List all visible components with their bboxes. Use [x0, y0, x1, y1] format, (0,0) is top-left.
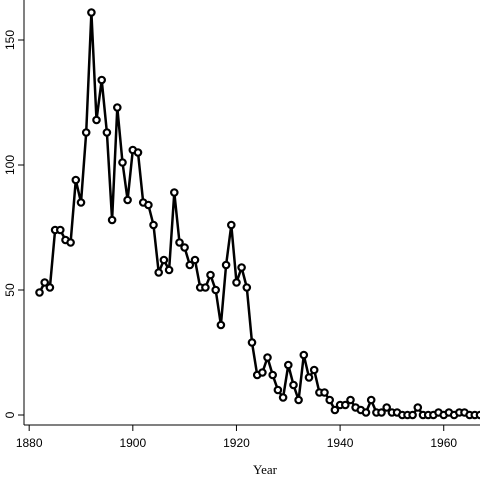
y-axis: 0 50 100 150 — [3, 30, 24, 418]
data-point — [154, 268, 164, 277]
data-point — [76, 198, 86, 207]
data-point — [304, 373, 314, 382]
data-point — [40, 278, 50, 287]
data-point — [159, 255, 169, 265]
data-point — [346, 395, 355, 405]
data-point — [133, 148, 143, 157]
data-point — [107, 215, 117, 225]
data-point — [309, 365, 319, 375]
x-tick-label: 1940 — [327, 436, 354, 450]
data-point — [102, 128, 112, 137]
data-point — [87, 8, 96, 17]
data-point — [294, 395, 303, 405]
data-point — [170, 188, 179, 197]
y-tick-label: 50 — [3, 283, 17, 297]
data-point — [325, 395, 335, 405]
data-point — [278, 393, 288, 402]
data-point — [330, 405, 340, 415]
data-point — [413, 403, 423, 412]
x-tick-label: 1920 — [223, 436, 250, 450]
data-point — [263, 353, 272, 362]
data-point — [149, 220, 158, 230]
data-point — [242, 283, 252, 292]
data-point — [97, 75, 107, 85]
data-point — [144, 200, 153, 210]
data-point — [361, 408, 371, 417]
data-point — [299, 350, 309, 360]
data-point — [273, 385, 283, 395]
data-point — [55, 225, 65, 235]
data-point — [92, 115, 101, 125]
data-point — [164, 265, 174, 275]
data-point — [408, 410, 417, 420]
data-point — [247, 338, 257, 347]
x-tick-label: 1900 — [119, 436, 146, 450]
x-tick-label: 1960 — [430, 436, 457, 450]
data-point — [232, 278, 241, 287]
data-point — [113, 103, 122, 112]
data-point — [377, 408, 386, 417]
y-tick-label: 100 — [3, 155, 17, 175]
data-point — [180, 243, 189, 252]
data-point — [175, 238, 184, 247]
data-point — [382, 403, 392, 412]
data-point — [258, 368, 267, 377]
data-point — [366, 395, 376, 405]
plot-frame — [23, 0, 480, 426]
data-point — [211, 285, 221, 295]
data-point — [66, 238, 75, 247]
data-point — [71, 175, 81, 185]
data-point — [35, 288, 44, 297]
data-point — [283, 360, 293, 370]
data-point — [190, 255, 200, 265]
series-layer — [35, 8, 480, 420]
data-point — [201, 283, 210, 292]
y-tick-label: 150 — [3, 30, 17, 50]
x-axis-title: Year — [253, 462, 278, 477]
data-point — [289, 380, 298, 390]
data-point — [320, 388, 329, 397]
data-point — [81, 128, 91, 137]
data-point — [268, 370, 278, 380]
data-point — [118, 158, 127, 167]
data-point — [123, 195, 132, 205]
data-point — [206, 270, 215, 280]
y-tick-label: 0 — [3, 411, 17, 418]
data-point — [227, 220, 236, 230]
x-axis: 1880 1900 1920 1940 1960 — [16, 425, 457, 450]
data-point — [340, 400, 350, 410]
data-point — [45, 283, 55, 292]
x-tick-label: 1880 — [16, 436, 43, 450]
data-point — [221, 260, 231, 270]
data-point — [216, 320, 226, 330]
data-point — [185, 260, 195, 270]
data-point — [237, 263, 246, 272]
